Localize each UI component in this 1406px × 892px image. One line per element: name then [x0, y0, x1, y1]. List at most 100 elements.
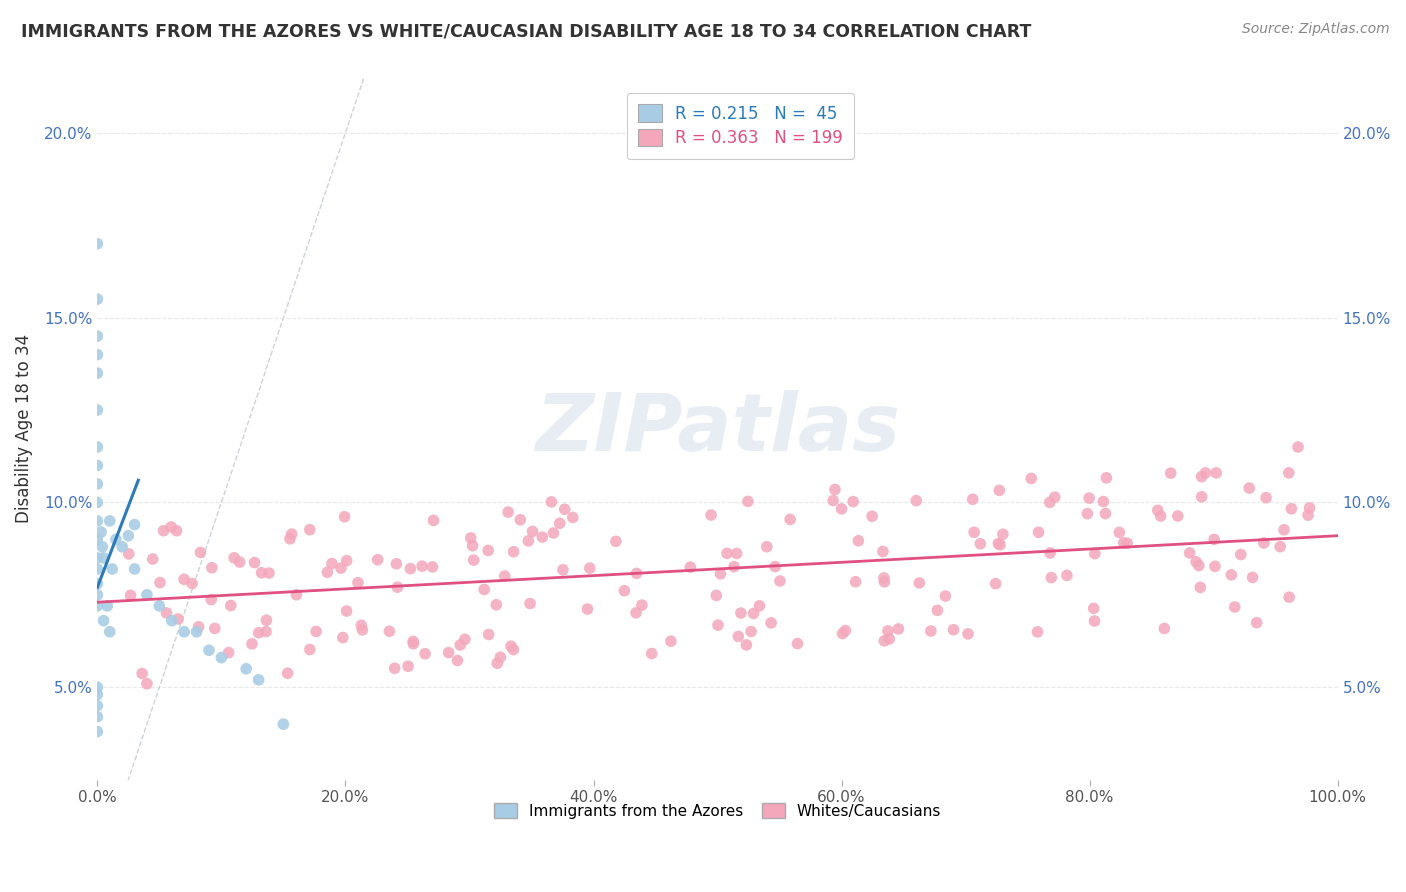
Point [463, 553, 485, 567]
Point [1039, 495, 1062, 509]
Point [454, 632, 477, 647]
Point [321, 557, 343, 571]
Y-axis label: Disability Age 18 to 34: Disability Age 18 to 34 [15, 334, 32, 523]
Point [247, 673, 270, 687]
Point [1112, 536, 1135, 550]
Point [1223, 599, 1246, 614]
Point [117, 529, 139, 543]
Point [742, 607, 765, 621]
Point [876, 624, 898, 638]
Point [86, 477, 108, 491]
Point [716, 546, 738, 560]
Point [280, 527, 302, 541]
Point [86, 403, 108, 417]
Point [181, 576, 204, 591]
Point [1083, 601, 1105, 615]
Point [877, 632, 900, 646]
Point [1205, 466, 1227, 480]
Point [461, 539, 484, 553]
Point [437, 646, 460, 660]
Point [624, 606, 647, 620]
Point [872, 544, 894, 558]
Point [740, 624, 762, 639]
Point [823, 493, 845, 508]
Point [727, 630, 749, 644]
Point [278, 532, 301, 546]
Point [709, 566, 731, 581]
Point [1279, 501, 1302, 516]
Point [561, 510, 583, 524]
Point [489, 650, 512, 665]
Point [748, 599, 770, 613]
Point [735, 638, 758, 652]
Point [522, 524, 544, 539]
Point [86, 550, 108, 565]
Point [626, 566, 648, 581]
Point [152, 524, 174, 538]
Point [472, 582, 495, 597]
Point [578, 561, 600, 575]
Point [1095, 471, 1118, 485]
Point [1084, 547, 1107, 561]
Point [190, 545, 212, 559]
Point [240, 637, 263, 651]
Point [298, 523, 321, 537]
Point [298, 642, 321, 657]
Point [1146, 503, 1168, 517]
Point [387, 580, 409, 594]
Point [254, 613, 277, 627]
Point [991, 527, 1014, 541]
Point [723, 559, 745, 574]
Point [769, 574, 792, 588]
Point [486, 657, 509, 671]
Point [763, 559, 786, 574]
Point [1039, 546, 1062, 560]
Point [1028, 525, 1050, 540]
Legend: Immigrants from the Azores, Whites/Caucasians: Immigrants from the Azores, Whites/Cauca… [488, 797, 948, 824]
Point [224, 550, 246, 565]
Point [730, 606, 752, 620]
Point [198, 643, 221, 657]
Point [1272, 523, 1295, 537]
Point [1116, 536, 1139, 550]
Point [1239, 481, 1261, 495]
Point [124, 562, 146, 576]
Point [352, 623, 374, 637]
Point [86, 440, 108, 454]
Point [86, 698, 108, 713]
Point [700, 508, 723, 522]
Point [1286, 440, 1309, 454]
Text: IMMIGRANTS FROM THE AZORES VS WHITE/CAUCASIAN DISABILITY AGE 18 TO 34 CORRELATIO: IMMIGRANTS FROM THE AZORES VS WHITE/CAUC… [21, 22, 1032, 40]
Point [90, 524, 112, 539]
Point [173, 624, 195, 639]
Point [551, 563, 574, 577]
Point [336, 554, 359, 568]
Point [86, 599, 108, 613]
Point [219, 599, 242, 613]
Point [1253, 536, 1275, 550]
Text: Source: ZipAtlas.com: Source: ZipAtlas.com [1241, 22, 1389, 37]
Point [502, 545, 524, 559]
Point [209, 650, 232, 665]
Point [1056, 568, 1078, 582]
Point [86, 236, 108, 251]
Point [1241, 570, 1264, 584]
Point [499, 639, 522, 653]
Point [1191, 469, 1213, 483]
Point [131, 666, 153, 681]
Point [149, 575, 172, 590]
Point [1204, 533, 1226, 547]
Point [984, 576, 1007, 591]
Point [548, 516, 571, 531]
Point [942, 623, 965, 637]
Point [1160, 466, 1182, 480]
Point [908, 576, 931, 591]
Point [969, 537, 991, 551]
Point [257, 566, 280, 580]
Point [422, 513, 444, 527]
Point [86, 348, 108, 362]
Point [1094, 507, 1116, 521]
Point [305, 624, 328, 639]
Point [1078, 491, 1101, 505]
Point [1108, 525, 1130, 540]
